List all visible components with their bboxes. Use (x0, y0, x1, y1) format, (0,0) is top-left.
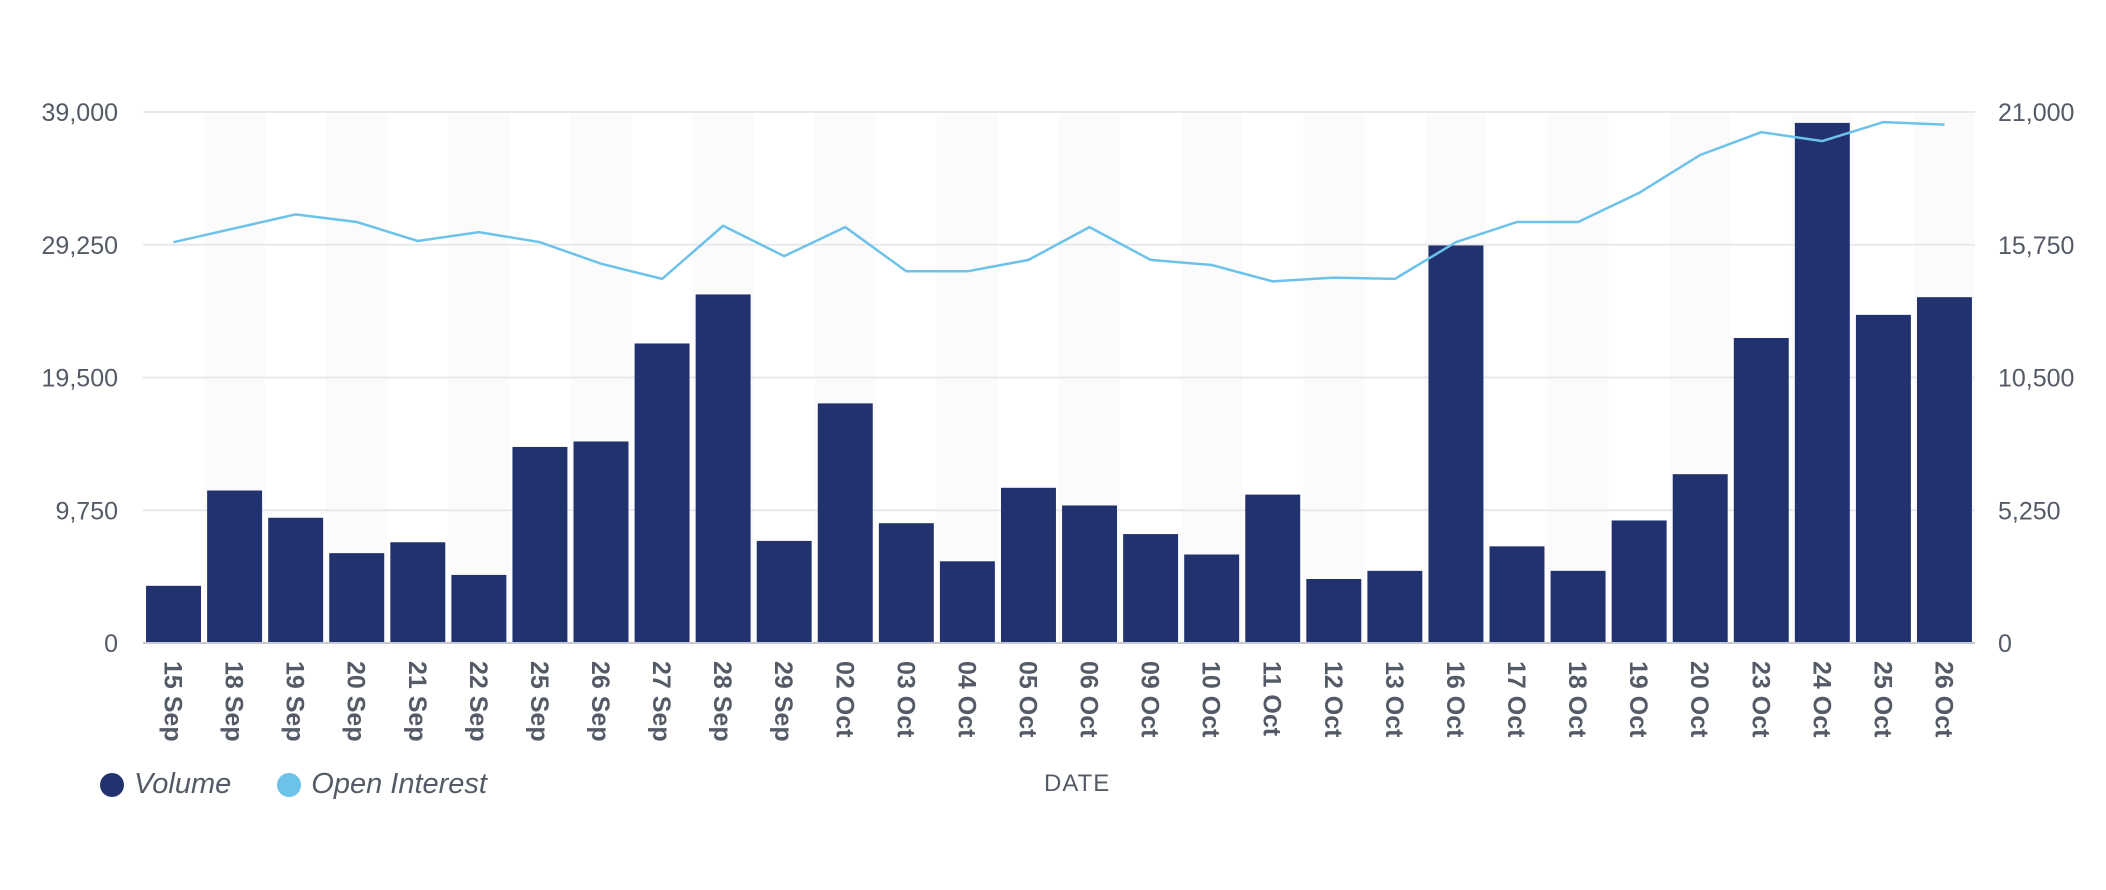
legend: Volume Open Interest (100, 768, 487, 801)
volume-bar (1306, 579, 1362, 643)
x-tick-label: 24 Oct (1807, 661, 1835, 738)
volume-bar (1123, 534, 1179, 643)
volume-bar (451, 574, 507, 643)
volume-bar (1550, 570, 1606, 643)
right-tick-label: 5,250 (1998, 497, 2061, 525)
left-tick-label: 29,250 (42, 232, 118, 260)
x-tick-label: 17 Oct (1502, 661, 1530, 738)
x-tick-label: 27 Sep (647, 661, 675, 742)
volume-bar (1000, 487, 1056, 643)
right-axis-ticks: 0 5,250 10,500 15,750 21,000 (1998, 99, 2074, 658)
x-tick-label: 25 Sep (525, 661, 553, 742)
legend-item-open-interest[interactable]: Open Interest (277, 768, 487, 801)
volume-bar (878, 523, 934, 643)
volume-bar (1855, 314, 1911, 643)
open-interest-line (173, 120, 1945, 283)
x-tick-label: 18 Sep (220, 661, 248, 742)
volume-bar (573, 441, 629, 643)
x-tick-label: 05 Oct (1013, 661, 1041, 738)
volume-bar (756, 540, 812, 643)
x-tick-label: 19 Sep (281, 661, 309, 742)
x-tick-label: 29 Sep (769, 661, 797, 742)
volume-bar (1733, 338, 1789, 643)
volume-bar (512, 446, 568, 643)
right-tick-label: 10,500 (1998, 365, 2074, 393)
volume-bar (1184, 554, 1240, 643)
legend-item-volume[interactable]: Volume (100, 768, 231, 801)
x-tick-label: 13 Oct (1380, 661, 1408, 738)
x-tick-label: 28 Sep (708, 661, 736, 742)
x-tick-label: 19 Oct (1624, 661, 1652, 738)
right-tick-label: 15,750 (1998, 232, 2074, 260)
legend-open-interest-label: Open Interest (311, 768, 487, 800)
x-tick-label: 12 Oct (1319, 661, 1347, 738)
x-tick-label: 18 Oct (1563, 661, 1591, 738)
volume-bar (1428, 245, 1484, 643)
volume-bar (1611, 520, 1667, 643)
x-tick-label: 03 Oct (891, 661, 919, 738)
x-tick-label: 20 Oct (1685, 661, 1713, 738)
volume-bar (1489, 546, 1545, 643)
x-tick-label: 11 Oct (1258, 661, 1286, 737)
left-tick-label: 19,500 (42, 365, 118, 393)
left-axis-ticks: 0 9,750 19,500 29,250 39,000 (42, 99, 118, 658)
x-tick-label: 26 Sep (586, 661, 614, 742)
volume-bar (1794, 122, 1850, 643)
left-tick-label: 39,000 (42, 99, 118, 127)
volume-bar (817, 403, 873, 643)
volume-bar (329, 553, 385, 643)
x-tick-label: 22 Sep (464, 661, 492, 742)
volume-bar (1367, 570, 1423, 643)
volume-bar (1916, 297, 1972, 643)
volume-bar (1672, 474, 1728, 643)
x-tick-label: 04 Oct (952, 661, 980, 738)
right-tick-label: 21,000 (1998, 99, 2074, 127)
x-tick-label: 16 Oct (1441, 661, 1469, 738)
volume-bar (390, 542, 446, 643)
open-interest-series-line (173, 120, 1945, 283)
x-axis-title: DATE (1044, 770, 1111, 797)
x-tick-label: 09 Oct (1136, 661, 1164, 738)
volume-bars (146, 122, 1972, 643)
volume-bar (634, 343, 690, 643)
volume-bar (939, 561, 995, 643)
x-tick-label: 15 Sep (159, 661, 187, 742)
x-tick-label: 02 Oct (830, 661, 858, 738)
x-tick-label: 21 Sep (403, 661, 431, 742)
right-tick-label: 0 (1998, 630, 2012, 658)
x-tick-label: 25 Oct (1868, 661, 1896, 738)
volume-bar (1245, 494, 1301, 643)
legend-volume-marker (100, 772, 124, 797)
x-tick-label: 06 Oct (1075, 661, 1103, 738)
volume-bar (146, 585, 202, 643)
x-tick-label: 23 Oct (1746, 661, 1774, 738)
left-tick-label: 9,750 (55, 497, 118, 525)
legend-open-interest-marker (277, 772, 302, 797)
x-tick-label: 10 Oct (1197, 661, 1225, 738)
volume-bar (695, 294, 751, 643)
x-tick-label: 26 Oct (1929, 661, 1957, 738)
volume-bar (207, 490, 263, 643)
x-axis-ticks: 15 Sep 18 Sep 19 Sep 20 Sep 21 Sep 22 Sep 25 S… (159, 661, 1958, 742)
volume-bar (1062, 505, 1118, 643)
x-tick-label: 20 Sep (342, 661, 370, 742)
left-tick-label: 0 (104, 630, 118, 658)
volume-bar (268, 517, 324, 643)
legend-volume-label: Volume (134, 768, 232, 800)
